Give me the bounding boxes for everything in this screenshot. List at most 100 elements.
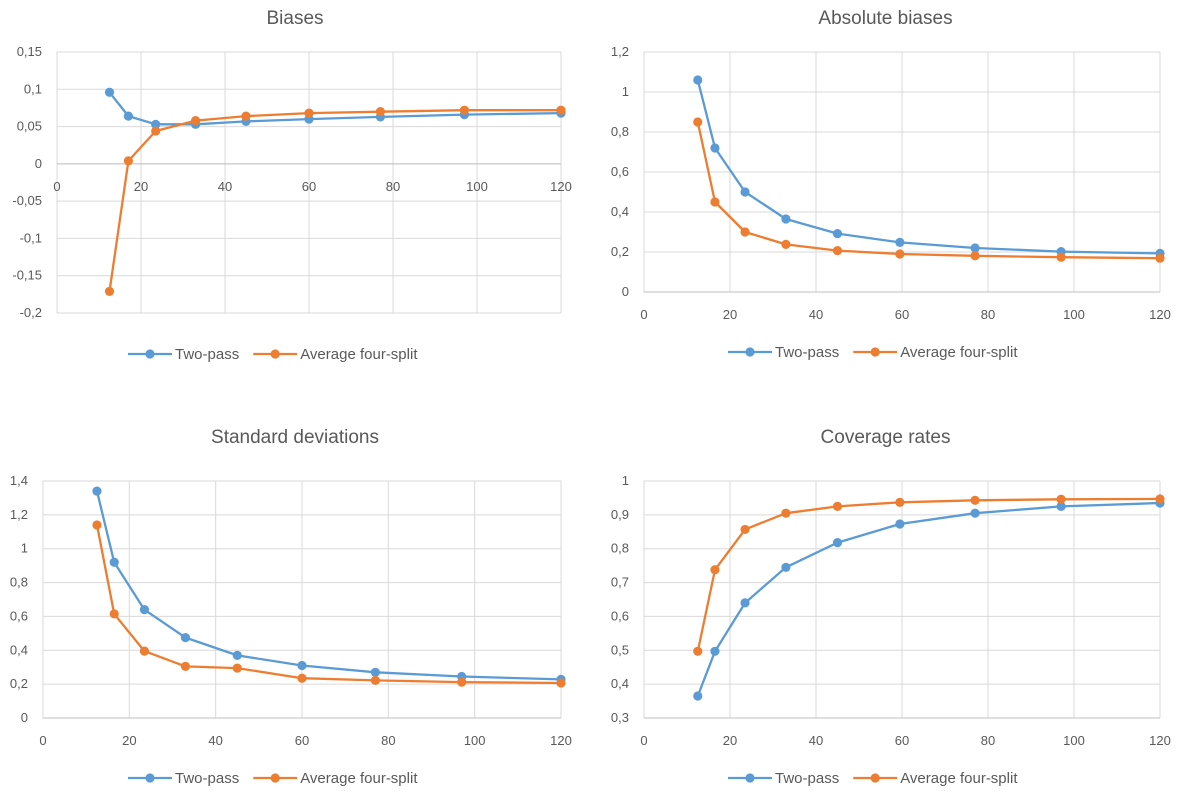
standard-deviations-ytick-label: 0,4 (10, 642, 28, 657)
biases-legend-two-pass-marker (145, 349, 155, 359)
biases-xtick-label: 120 (550, 179, 572, 194)
standard-deviations-legend-four-split-label: Average four-split (300, 770, 418, 787)
biases-ytick-label: 0,1 (24, 81, 42, 96)
biases-series-four-split-point (104, 286, 115, 296)
absolute-biases-series-two-pass-point (832, 229, 843, 239)
absolute-biases-xtick-label: 40 (809, 307, 823, 322)
coverage-rates-series-two-pass-point (740, 598, 750, 608)
chart-standard-deviations-svg: Standard deviations 0 0,2 0,4 0,6 0,8 1 1,2 1,4 0… (10, 427, 572, 787)
coverage-rates-series-four-split-point (1155, 494, 1165, 504)
biases-legend-two-pass-label: Two-pass (175, 346, 239, 363)
standard-deviations-ytick-label: 1 (21, 541, 28, 556)
biases-legend-four-split-label: Average four-split (300, 346, 418, 363)
standard-deviations-series-two-pass-point (232, 650, 242, 660)
standard-deviations-series-four-split-point (457, 677, 467, 687)
biases-series-four-split-point (123, 156, 133, 166)
chart-biases-svg: Biases -0,2 -0,15 -0,1 -0,05 0 0,05 0,1 0,15 0 20 4… (12, 8, 572, 363)
chart-standard-deviations: Standard deviations 0 0,2 0,4 0,6 0,8 1 1,2 1,4 0… (0, 398, 590, 795)
chart-coverage-rates-svg: Coverage rates 0,3 0,4 0,5 0,6 0,7 0,8 0,9 1 0 20 4… (611, 427, 1171, 787)
coverage-rates-legend-two-pass-marker (745, 773, 755, 783)
coverage-rates-ytick-label: 0,3 (611, 710, 629, 725)
standard-deviations-series-two-pass-line (95, 490, 562, 681)
standard-deviations-legend-two-pass-marker (145, 773, 155, 783)
standard-deviations-series-two-pass-point (92, 486, 102, 496)
coverage-rates-xtick-label: 100 (1063, 733, 1085, 748)
biases-ytick-label: -0,1 (20, 230, 42, 245)
biases-series-two-pass-point (104, 87, 115, 97)
biases-series-four-split-point (304, 108, 314, 118)
standard-deviations-series-four-split-point (109, 609, 119, 619)
absolute-biases-series-four-split-point (832, 246, 843, 256)
absolute-biases-series-four-split-point (710, 197, 720, 207)
biases-ytick-label: 0,15 (17, 44, 42, 59)
coverage-rates-xtick-label: 80 (981, 733, 995, 748)
absolute-biases-ytick-label: 0,6 (611, 164, 629, 179)
coverage-rates-ytick-label: 0,5 (611, 642, 629, 657)
absolute-biases-series-four-split-point (970, 251, 980, 261)
biases-ytick-label: -0,15 (12, 268, 42, 283)
biases-xtick-label: 100 (466, 179, 488, 194)
coverage-rates-series-four-split-point (693, 646, 703, 656)
absolute-biases-xtick-label: 60 (895, 307, 909, 322)
standard-deviations-xtick-label: 60 (295, 733, 309, 748)
standard-deviations-series-two-pass-point (297, 660, 307, 671)
absolute-biases-series-four-split-point (740, 227, 750, 237)
standard-deviations-title: Standard deviations (211, 427, 379, 448)
standard-deviations-ytick-label: 1,4 (10, 473, 28, 488)
absolute-biases-xtick-label: 80 (981, 307, 995, 322)
absolute-biases-series-four-split-point (1155, 253, 1165, 263)
absolute-biases-ytick-label: 1 (622, 84, 629, 99)
biases-xtick-label: 20 (134, 179, 148, 194)
absolute-biases-title: Absolute biases (818, 8, 952, 29)
standard-deviations-series-two-pass-point (109, 557, 119, 567)
coverage-rates-xtick-label: 120 (1149, 733, 1171, 748)
coverage-rates-series-four-split-point (832, 501, 843, 511)
coverage-rates-xtick-label: 20 (723, 733, 737, 748)
absolute-biases-ytick-label: 0,2 (611, 244, 629, 259)
biases-series-four-split-point (375, 107, 385, 117)
absolute-biases-ytick-label: 1,2 (611, 44, 629, 59)
standard-deviations-series-four-split-point (297, 673, 307, 683)
coverage-rates-series-four-split-point (1056, 494, 1066, 504)
absolute-biases-series-four-split-line (696, 121, 1161, 260)
standard-deviations-legend-four-split-marker (270, 773, 280, 783)
biases-xtick-label: 60 (302, 179, 316, 194)
biases-xtick-label: 40 (218, 179, 232, 194)
absolute-biases-series-two-pass-line (696, 79, 1161, 255)
standard-deviations-ytick-label: 0,2 (10, 676, 28, 691)
absolute-biases-series-two-pass-point (781, 214, 791, 224)
coverage-rates-ytick-label: 0,6 (611, 608, 629, 623)
biases-title: Biases (266, 8, 323, 29)
coverage-rates-legend-two-pass-label: Two-pass (775, 770, 839, 787)
coverage-rates-series-two-pass-point (1056, 501, 1066, 511)
biases-ytick-label: -0,2 (20, 305, 42, 320)
absolute-biases-legend-four-split-marker (870, 347, 880, 357)
standard-deviations-series-four-split-point (139, 646, 150, 656)
coverage-rates-series-four-split-point (895, 497, 905, 507)
coverage-rates-ytick-label: 0,9 (611, 507, 629, 522)
absolute-biases-legend-four-split-label: Average four-split (900, 344, 1018, 361)
standard-deviations-ytick-label: 0,6 (10, 608, 28, 623)
absolute-biases-xtick-label: 120 (1149, 307, 1171, 322)
absolute-biases-series-two-pass-point (693, 75, 703, 85)
coverage-rates-series-two-pass-line (696, 501, 1161, 697)
standard-deviations-ytick-label: 1,2 (10, 507, 28, 522)
absolute-biases-ytick-label: 0,8 (611, 124, 629, 139)
absolute-biases-xtick-label: 100 (1063, 307, 1085, 322)
biases-series-four-split-point (191, 116, 201, 126)
biases-series-four-split-point (459, 105, 469, 115)
coverage-rates-legend-four-split-marker (870, 773, 880, 783)
chart-absolute-biases: Absolute biases 0 0,2 0,4 0,6 0,8 1 1,2 0 20 40 60 8… (590, 0, 1181, 398)
absolute-biases-series-four-split-point (1056, 252, 1066, 262)
absolute-biases-xtick-label: 20 (723, 307, 737, 322)
absolute-biases-ytick-label: 0 (622, 284, 629, 299)
biases-series-four-split-point (556, 105, 566, 115)
coverage-rates-xtick-label: 40 (809, 733, 823, 748)
biases-ytick-label: 0 (35, 156, 42, 171)
absolute-biases-series-four-split-point (895, 249, 905, 259)
absolute-biases-series-two-pass-point (895, 237, 905, 247)
coverage-rates-series-four-split-point (970, 495, 980, 505)
standard-deviations-series-four-split-point (556, 678, 566, 688)
biases-series-four-split-point (151, 126, 161, 136)
coverage-rates-series-two-pass-point (970, 508, 980, 518)
